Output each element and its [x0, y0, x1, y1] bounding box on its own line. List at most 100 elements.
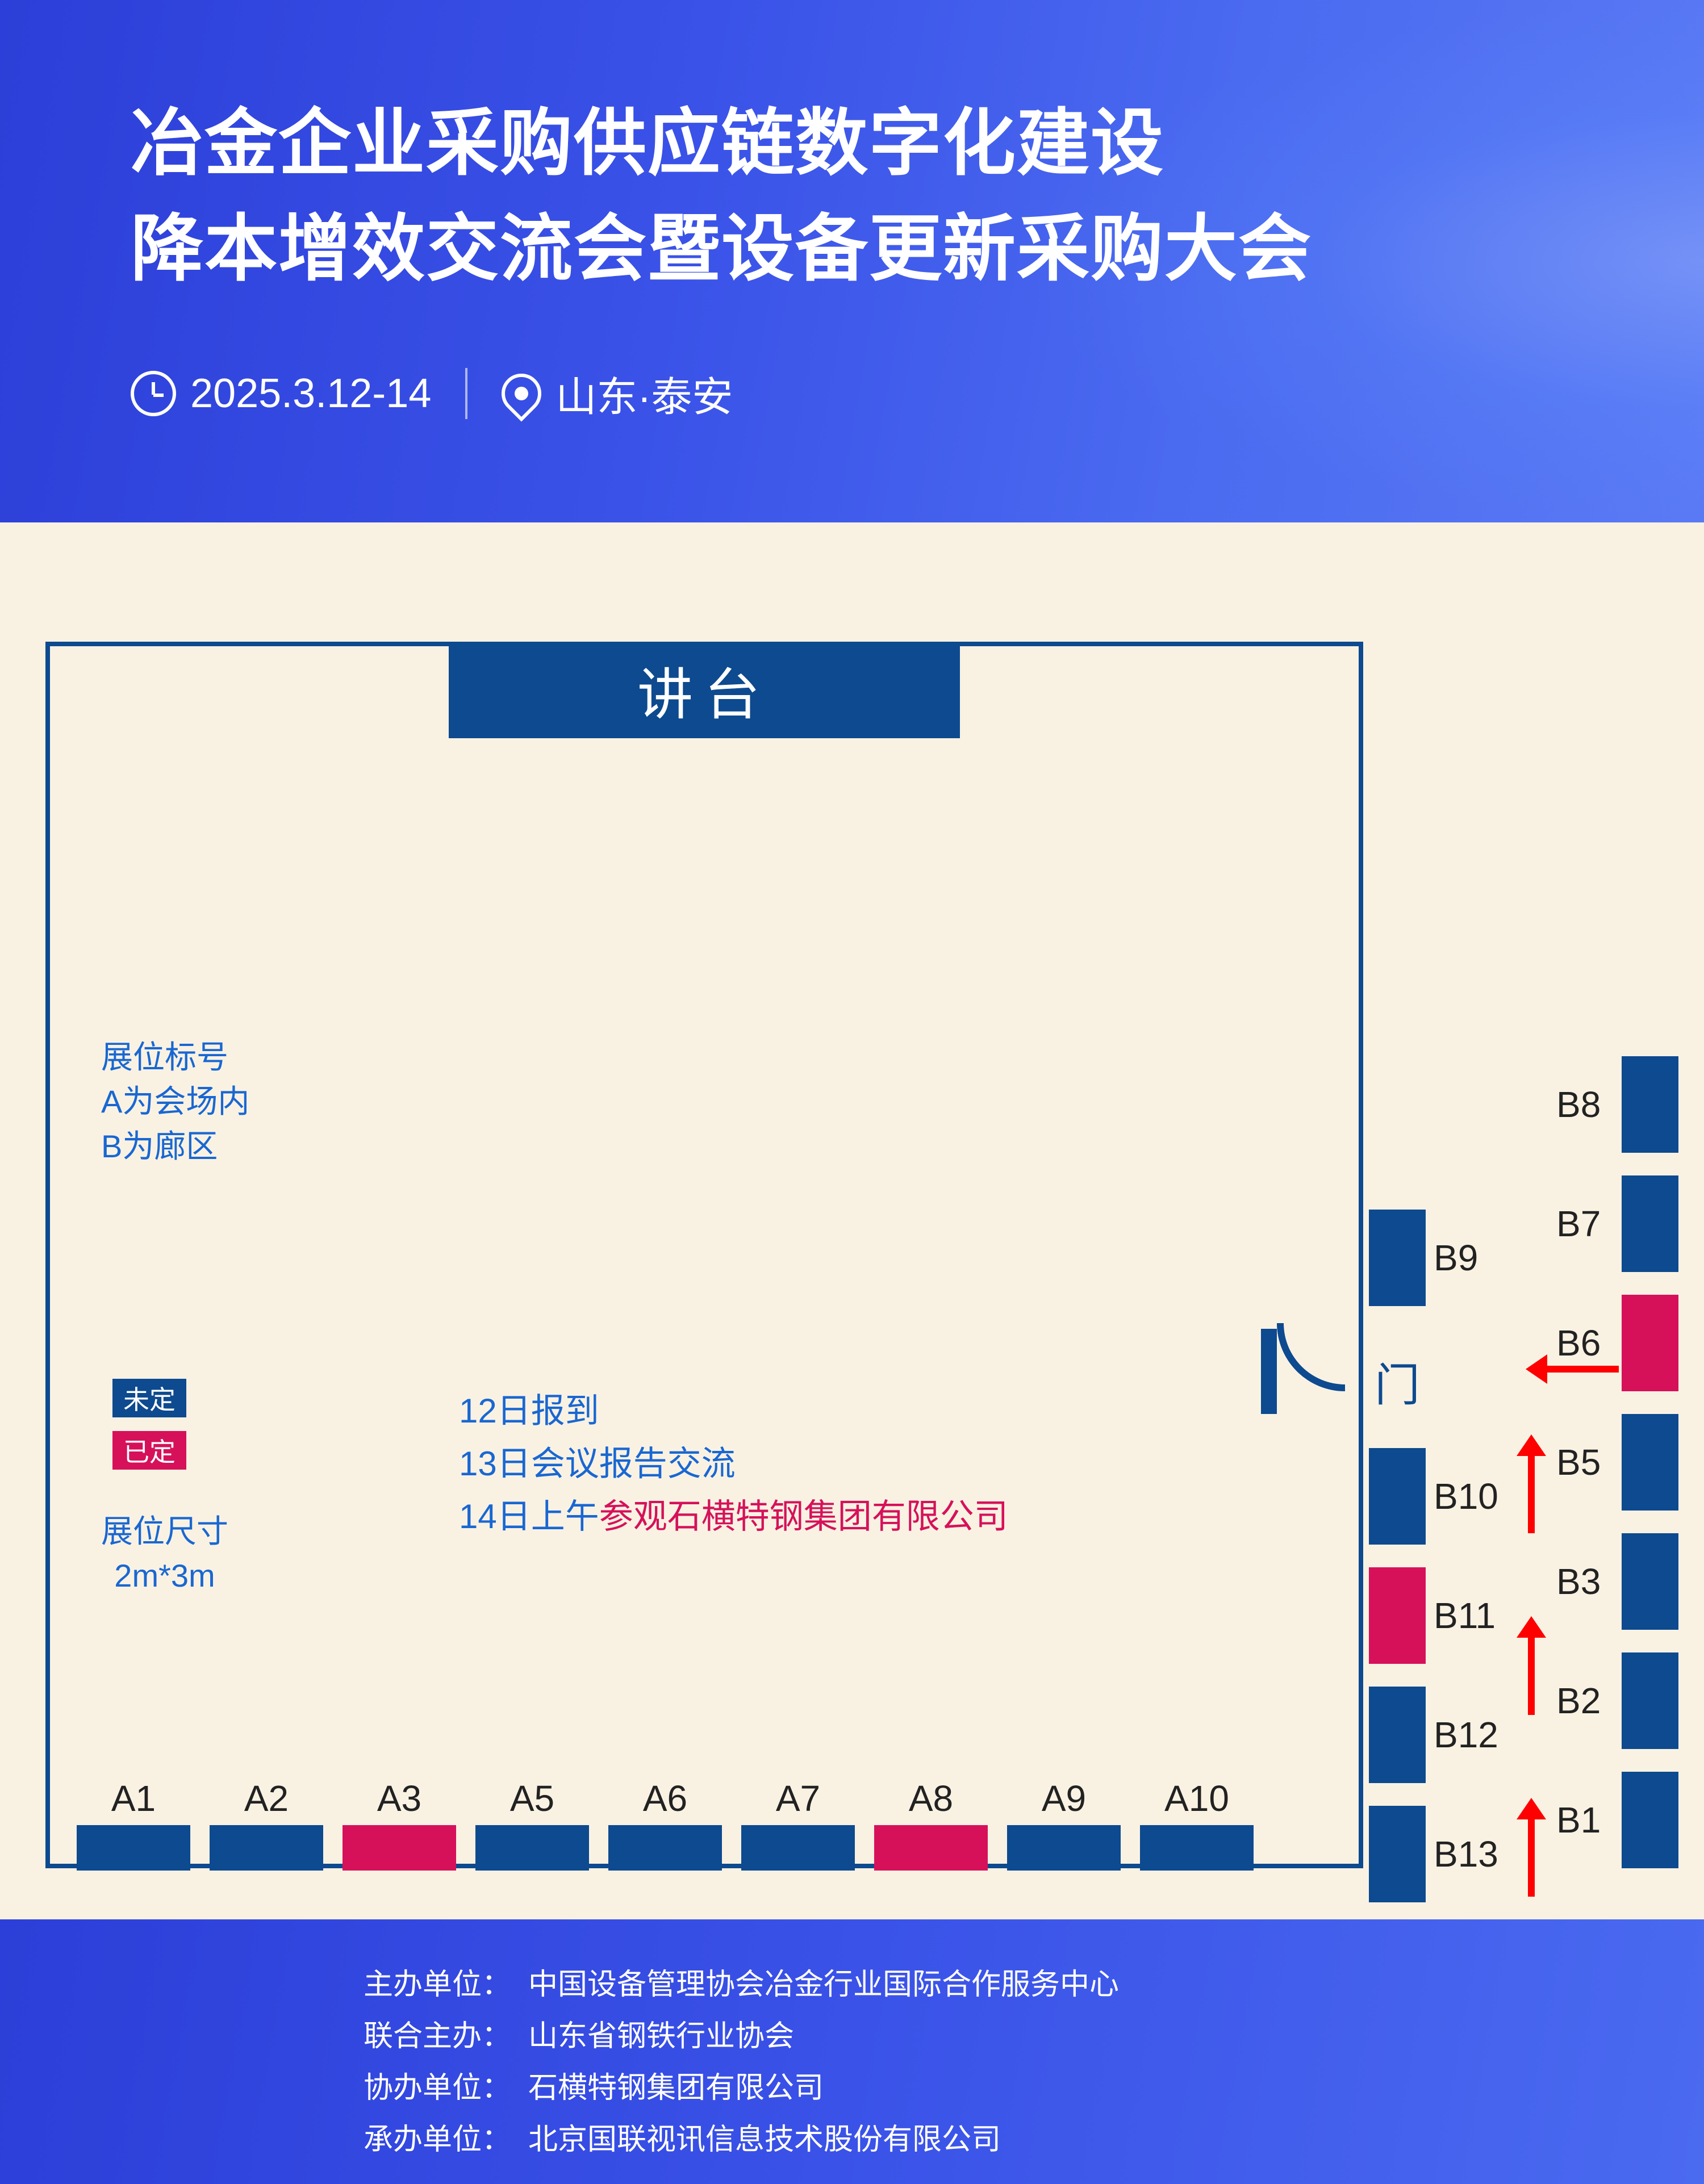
legend-zone-desc: 展位标号 A为会场内 B为廊区 [101, 1035, 249, 1169]
schedule-text: 12日报到 13日会议报告交流 14日上午参观石横特钢集团有限公司 [459, 1384, 1008, 1543]
schedule-line-3a: 14日上午 [459, 1497, 599, 1536]
booth-label: A1 [111, 1777, 156, 1819]
booth-label: B5 [1556, 1441, 1622, 1483]
booth-box [77, 1825, 190, 1871]
legend-size-label: 展位尺寸 [101, 1509, 228, 1554]
booth-label: A9 [1042, 1777, 1086, 1819]
hall-floor-plan: 讲台 展位标号 A为会场内 B为廊区 未定 已定 展位尺寸 2m*3m 12日报… [45, 642, 1363, 1868]
legend-title: 展位标号 [101, 1035, 249, 1080]
footer-row: 主办单位： 中国设备管理协会冶金行业国际合作服务中心 [364, 1959, 1704, 2011]
booth-box [1369, 1210, 1426, 1306]
booth-box [874, 1825, 988, 1871]
booth-a1: A1 [77, 1777, 190, 1871]
footer-rows: 主办单位： 中国设备管理协会冶金行业国际合作服务中心联合主办： 山东省钢铁行业协会协… [364, 1959, 1704, 2166]
legend-set-text: 已定 [123, 1432, 176, 1469]
schedule-line-3: 14日上午参观石横特钢集团有限公司 [459, 1490, 1008, 1543]
legend-status-group: 未定 已定 [112, 1379, 186, 1470]
booth-b7: B7 [1556, 1175, 1678, 1272]
booth-label: B11 [1434, 1595, 1496, 1637]
booth-label: B13 [1434, 1833, 1498, 1875]
booth-b13: B13 [1369, 1806, 1498, 1902]
booth-box [475, 1825, 589, 1871]
legend-unset-swatch: 未定 [112, 1379, 186, 1417]
booth-box [1622, 1056, 1678, 1153]
booth-b1: B1 [1556, 1772, 1678, 1868]
event-meta: 2025.3.12-14 山东·泰安 [131, 363, 733, 423]
schedule-line-2: 13日会议报告交流 [459, 1437, 1008, 1490]
legend-set-swatch: 已定 [112, 1431, 186, 1470]
booth-a7: A7 [741, 1777, 855, 1871]
schedule-line-3b: 参观石横特钢集团有限公司 [599, 1497, 1008, 1536]
footer-value: 中国设备管理协会冶金行业国际合作服务中心 [528, 1959, 1119, 2011]
footer-label: 主办单位： [364, 1959, 511, 2011]
footer-row: 联合主办： 山东省钢铁行业协会 [364, 2011, 1704, 2062]
booth-box [1622, 1772, 1678, 1868]
booth-box [343, 1825, 456, 1871]
footer-value: 石横特钢集团有限公司 [528, 2062, 824, 2114]
footer-label: 承办单位： [364, 2114, 511, 2166]
title-line-2: 降本增效交流会暨设备更新采购大会 [131, 196, 1312, 302]
booth-box [1369, 1448, 1426, 1545]
booth-label: A2 [244, 1777, 289, 1819]
legend-size: 展位尺寸 2m*3m [101, 1509, 228, 1599]
booth-label: B9 [1434, 1237, 1478, 1279]
footer-label: 协办单位： [364, 2062, 511, 2114]
podium: 讲台 [449, 642, 960, 738]
booth-a9: A9 [1007, 1777, 1121, 1871]
booth-box [608, 1825, 722, 1871]
booth-b5: B5 [1556, 1414, 1678, 1511]
booth-label: B2 [1556, 1680, 1622, 1722]
footer-value: 山东省钢铁行业协会 [528, 2011, 794, 2062]
booth-box [1622, 1295, 1678, 1391]
booth-b3: B3 [1556, 1533, 1678, 1630]
door: 门 [1261, 1329, 1345, 1414]
booth-a10: A10 [1140, 1777, 1254, 1871]
booth-box [1140, 1825, 1254, 1871]
booth-label: B10 [1434, 1475, 1498, 1517]
meta-separator [465, 368, 467, 419]
legend-line3: B为廊区 [101, 1124, 249, 1169]
booth-label: B1 [1556, 1799, 1622, 1841]
booth-a6: A6 [608, 1777, 722, 1871]
booth-box [741, 1825, 855, 1871]
booth-box [1369, 1687, 1426, 1783]
event-date-text: 2025.3.12-14 [190, 370, 431, 417]
booth-label: B8 [1556, 1083, 1622, 1126]
booth-box [1007, 1825, 1121, 1871]
booth-label: A10 [1164, 1777, 1229, 1819]
header-banner: 冶金企业采购供应链数字化建设 降本增效交流会暨设备更新采购大会 2025.3.1… [0, 0, 1704, 522]
booth-label: A6 [643, 1777, 687, 1819]
booth-b2: B2 [1556, 1652, 1678, 1749]
booth-a5: A5 [475, 1777, 589, 1871]
schedule-line-1: 12日报到 [459, 1384, 1008, 1437]
legend-size-value: 2m*3m [101, 1554, 228, 1598]
booth-a2: A2 [210, 1777, 323, 1871]
booth-label: B12 [1434, 1714, 1498, 1756]
booth-label: A3 [377, 1777, 421, 1819]
booth-box [1622, 1652, 1678, 1749]
booth-a3: A3 [343, 1777, 456, 1871]
booth-box [1369, 1567, 1426, 1664]
event-date: 2025.3.12-14 [131, 370, 431, 417]
clock-icon [131, 371, 176, 416]
booth-b6: B6 [1556, 1295, 1678, 1391]
booth-label: A8 [909, 1777, 953, 1819]
event-title: 冶金企业采购供应链数字化建设 降本增效交流会暨设备更新采购大会 [131, 91, 1312, 302]
booth-box [1622, 1175, 1678, 1272]
booth-box [1369, 1806, 1426, 1902]
footer-row: 协办单位： 石横特钢集团有限公司 [364, 2062, 1704, 2114]
booth-label: B7 [1556, 1203, 1622, 1245]
booth-b9: B9 [1369, 1210, 1478, 1306]
podium-label: 讲台 [637, 650, 771, 730]
event-location-text: 山东·泰安 [556, 363, 733, 423]
location-pin-icon [494, 365, 550, 421]
booth-label: A7 [776, 1777, 820, 1819]
booth-b11: B11 [1369, 1567, 1496, 1664]
legend-line2: A为会场内 [101, 1080, 249, 1124]
booth-b10: B10 [1369, 1448, 1498, 1545]
footer-label: 联合主办： [364, 2011, 511, 2062]
booth-label: B6 [1556, 1322, 1622, 1364]
footer-value: 北京国联视讯信息技术股份有限公司 [528, 2114, 1001, 2166]
booth-b8: B8 [1556, 1056, 1678, 1153]
booth-box [1622, 1414, 1678, 1511]
